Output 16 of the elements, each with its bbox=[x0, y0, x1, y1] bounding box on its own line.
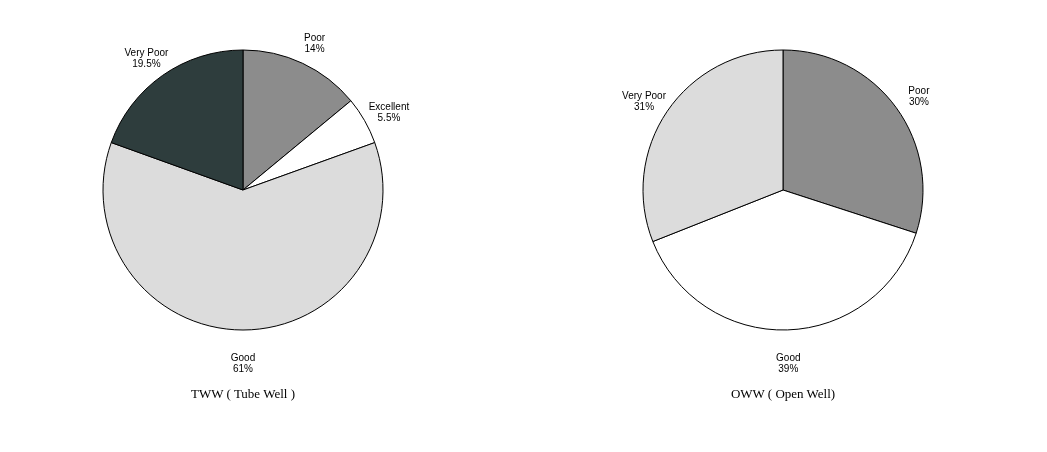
data-label: 19.5% bbox=[132, 57, 161, 69]
data-label: 5.5% bbox=[377, 111, 401, 123]
slice-label: Very Poor bbox=[124, 46, 170, 58]
slice-label: Poor bbox=[303, 31, 326, 43]
data-label: 39% bbox=[778, 362, 799, 374]
data-label: 31% bbox=[634, 100, 655, 112]
data-label: 14% bbox=[304, 42, 325, 54]
slice-label: Poor bbox=[908, 85, 931, 97]
slice-label: Good bbox=[230, 352, 256, 363]
slice-label: Good bbox=[776, 351, 801, 363]
text: TWW ( Tube Well ) bbox=[191, 386, 295, 401]
slice-label: Very Poor bbox=[622, 89, 667, 101]
text: OWW ( Open Well) bbox=[730, 385, 836, 401]
slice-label: Excellent bbox=[368, 100, 410, 112]
data-label: 61% bbox=[232, 363, 254, 374]
data-label: 30% bbox=[908, 96, 930, 108]
